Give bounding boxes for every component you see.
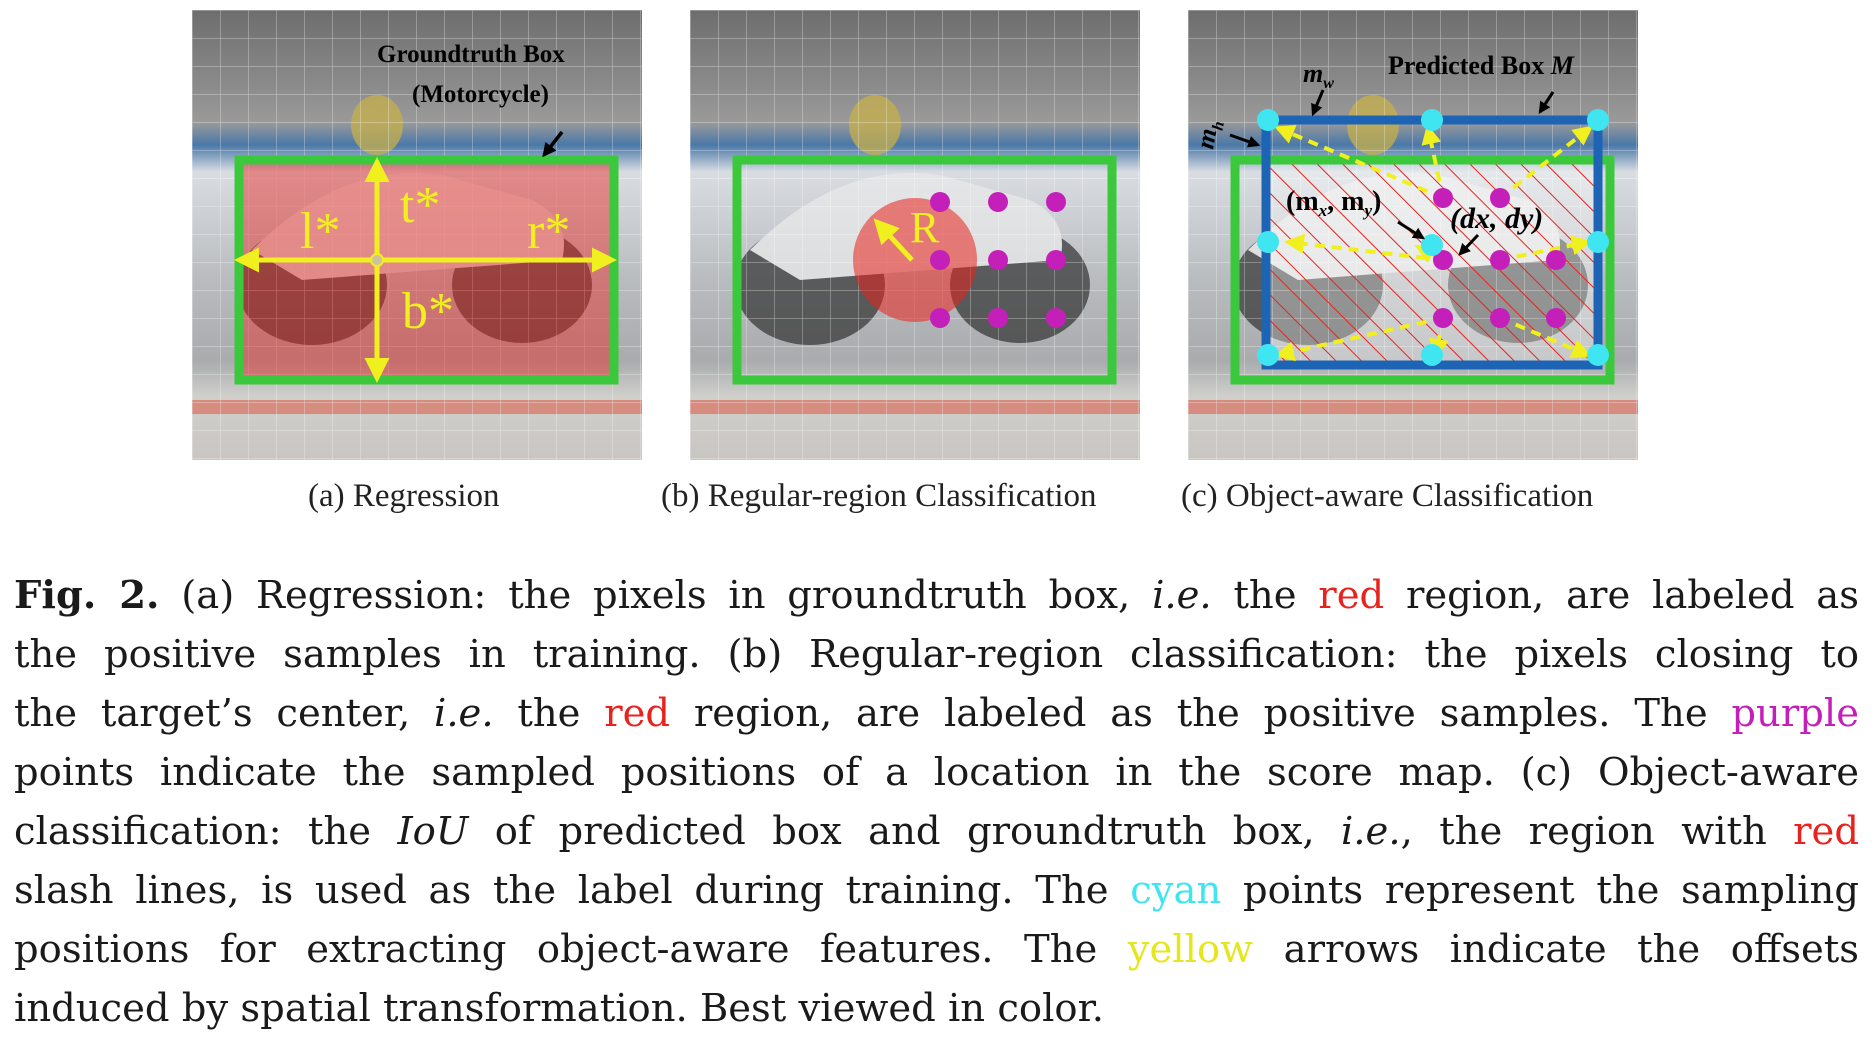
groundtruth-label-line1: Groundtruth Box (377, 41, 565, 68)
caption-line-8: induced by spatial transformation. Best … (14, 986, 1104, 1031)
predicted-box-label: Predicted Box M (1388, 51, 1575, 80)
purple-point (988, 308, 1008, 328)
purple-point (1490, 188, 1510, 208)
red-word: red (604, 691, 671, 736)
purple-point (930, 308, 950, 328)
radius-label: R (910, 203, 940, 252)
purple-point (1046, 250, 1066, 270)
purple-point (988, 250, 1008, 270)
cyan-sample-points (1257, 109, 1609, 366)
yellow-word: yellow (1127, 927, 1254, 972)
red-region (239, 160, 614, 380)
figure-label: Fig. 2. (14, 573, 160, 618)
mh-label: mh (1190, 117, 1228, 152)
panel-regression: l* t* r* b* Groundtruth Box (Motorcycle) (192, 10, 642, 460)
b-star-label: b* (402, 283, 454, 340)
cyan-point (1257, 231, 1279, 253)
t-star-label: t* (400, 177, 440, 234)
red-word: red (1318, 573, 1385, 618)
mw-label: mw (1303, 59, 1334, 92)
cyan-point (1421, 234, 1443, 256)
figure-caption: Fig. 2. (a) Regression: the pixels in gr… (14, 566, 1859, 1038)
center-point (370, 253, 384, 267)
purple-point (1433, 250, 1453, 270)
purple-point (1490, 308, 1510, 328)
caption-line-6: slash lines, is used as the label during… (14, 868, 1859, 913)
purple-point (988, 192, 1008, 212)
caption-a: (a) Regression (308, 478, 500, 514)
groundtruth-box (1230, 155, 1615, 385)
groundtruth-label-line2: (Motorcycle) (412, 81, 549, 108)
groundtruth-pointer-arrow (542, 130, 564, 158)
caption-c: (c) Object-aware Classification (1181, 478, 1594, 514)
cyan-point (1421, 344, 1443, 366)
purple-sample-points (930, 192, 1066, 328)
groundtruth-box (732, 155, 1117, 385)
caption-line-7: positions for extracting object-aware fe… (14, 927, 1860, 972)
cyan-point (1421, 109, 1443, 131)
caption-line-5: classification: the IoU of predicted box… (14, 809, 1859, 854)
purple-word: purple (1731, 691, 1859, 736)
caption-line-2: the positive samples in training. (b) Re… (14, 632, 1859, 677)
purple-point (930, 192, 950, 212)
caption-b: (b) Regular-region Classification (661, 478, 1097, 514)
mh-pointer-arrow (1229, 133, 1261, 148)
cyan-point (1257, 344, 1279, 366)
cyan-point (1587, 109, 1609, 131)
cyan-word: cyan (1130, 868, 1222, 913)
mxy-label: (mx, my) (1286, 186, 1381, 220)
mw-pointer-arrow (1311, 89, 1325, 117)
purple-point (930, 250, 950, 270)
predicted-pointer-arrow (1538, 91, 1555, 115)
panel-regular-region: R (690, 10, 1140, 460)
caption-line-1: Fig. 2. (a) Regression: the pixels in gr… (14, 573, 1859, 618)
purple-point (1433, 188, 1453, 208)
purple-point (1546, 250, 1566, 270)
l-star-label: l* (300, 203, 340, 260)
red-word: red (1793, 809, 1859, 854)
cyan-point (1257, 109, 1279, 131)
mxy-pointer-arrow (1397, 220, 1426, 240)
dxy-pointer-arrow (1458, 233, 1480, 256)
purple-point (1046, 192, 1066, 212)
caption-line-4: points indicate the sampled positions of… (14, 750, 1859, 795)
caption-line-3: the target’s center, i.e. the red region… (14, 691, 1859, 736)
r-star-label: r* (527, 203, 570, 260)
radius-arrow (873, 218, 914, 262)
purple-sample-points (1433, 188, 1566, 328)
purple-point (1546, 308, 1566, 328)
purple-point (1046, 308, 1066, 328)
panel-object-aware: mw mh Predicted Box M (mx, my) (dx, dy) (1188, 10, 1638, 460)
cyan-point (1587, 344, 1609, 366)
dxy-label: (dx, dy) (1450, 202, 1543, 235)
purple-point (1433, 308, 1453, 328)
cyan-point (1587, 231, 1609, 253)
purple-point (1490, 250, 1510, 270)
